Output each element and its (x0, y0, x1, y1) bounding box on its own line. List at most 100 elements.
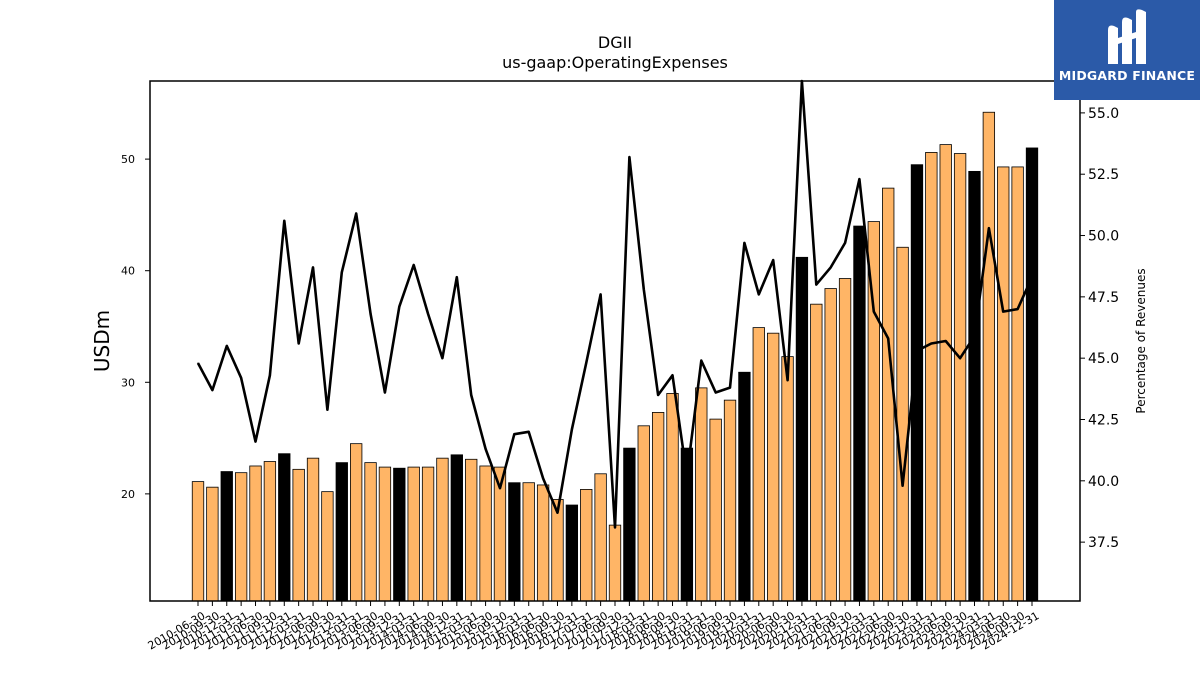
line-point-2021-12-31 (858, 178, 861, 180)
line-point-2015-03-31 (470, 394, 472, 396)
line-point-2014-06-30 (427, 313, 429, 315)
bar-2014-03-31 (407, 466, 420, 602)
line-point-2013-12-31 (398, 306, 400, 308)
midgard-finance-logo: MIDGARD FINANCE (1054, 0, 1200, 100)
chart-title: DGII (598, 33, 632, 52)
bar-2017-06-30 (594, 473, 607, 602)
line-point-2020-06-30 (772, 259, 774, 261)
bar-2018-03-31 (637, 425, 650, 602)
line-point-2012-09-30 (326, 409, 329, 411)
chart-subtitle: us-gaap:OperatingExpenses (502, 53, 728, 72)
bar-2018-06-30 (651, 412, 665, 602)
line-point-2019-12-31 (743, 242, 746, 244)
y-axis-label: USDm (90, 310, 114, 372)
y2-tick-label: 42.5 (1088, 412, 1119, 428)
bar-2024-09-30 (1011, 166, 1024, 602)
bar-2021-12-31 (853, 225, 866, 602)
bar-2010-06-30 (191, 481, 205, 602)
line-point-2011-09-30 (269, 374, 271, 376)
bar-2024-06-30 (997, 166, 1010, 602)
line-point-2024-06-30 (1002, 310, 1004, 313)
line-point-2017-03-31 (585, 362, 587, 364)
line-point-2021-03-31 (815, 283, 817, 286)
line-point-2017-06-30 (600, 293, 602, 295)
line-point-2010-12-31 (226, 345, 228, 347)
line-point-2013-06-30 (369, 313, 372, 315)
line-point-2024-09-30 (1017, 308, 1019, 310)
line-point-2011-03-31 (240, 377, 242, 379)
line-point-2014-09-30 (441, 357, 444, 359)
logo-text: MIDGARD FINANCE (1058, 68, 1196, 83)
x-axis: 2010-06-302010-09-302010-12-312011-03-31… (146, 601, 1042, 652)
bar-2024-03-31 (982, 111, 996, 602)
bar-2020-03-31 (752, 327, 765, 602)
line-point-2022-06-30 (887, 337, 889, 340)
line-point-2015-06-30 (484, 448, 487, 450)
line-series (196, 79, 1034, 529)
bar-2011-03-31 (234, 472, 248, 602)
line-point-2022-09-30 (901, 485, 904, 487)
line-point-2022-03-31 (873, 310, 875, 313)
bar-2011-12-31 (278, 453, 291, 602)
bar-2023-06-30 (939, 144, 952, 602)
bar-2024-12-31 (1025, 147, 1039, 602)
line-point-2018-12-31 (686, 475, 688, 477)
bar-2019-06-30 (709, 418, 722, 602)
bar-2012-09-30 (321, 491, 334, 602)
line-point-2019-03-31 (700, 360, 702, 362)
bar-2020-06-30 (767, 332, 780, 602)
line-point-2020-03-31 (758, 293, 760, 295)
line-point-2021-09-30 (844, 242, 846, 244)
line-point-2018-06-30 (657, 394, 659, 396)
y-tick-label: 50 (121, 153, 135, 166)
line-point-2016-06-30 (542, 477, 544, 479)
line-point-2017-12-31 (628, 156, 630, 158)
line-point-2018-03-31 (643, 288, 645, 291)
line-point-2012-12-31 (341, 271, 343, 273)
line-point-2023-03-31 (930, 342, 932, 345)
line-point-2012-06-30 (312, 266, 314, 269)
line-point-2024-12-31 (1031, 276, 1033, 278)
bar-2022-09-30 (896, 246, 909, 602)
line-point-2021-06-30 (830, 266, 832, 269)
bar-2020-12-31 (795, 256, 809, 602)
bar-2023-12-31 (968, 170, 981, 602)
bar-2017-12-31 (623, 447, 636, 602)
bar-2011-06-30 (249, 465, 262, 602)
bar-2014-09-30 (436, 457, 449, 602)
bar-2015-12-31 (508, 482, 521, 602)
bar-2019-09-30 (723, 399, 737, 602)
y-tick-label: 40 (121, 265, 135, 278)
line-point-2011-12-31 (283, 220, 285, 222)
midgard-finance-logo-icon (1108, 9, 1146, 65)
bar-2023-09-30 (953, 153, 967, 602)
bar-2018-09-30 (666, 393, 679, 602)
y-tick-label: 30 (121, 376, 135, 389)
line-point-2023-06-30 (945, 340, 947, 342)
bar-2021-09-30 (838, 278, 852, 602)
line-point-2013-09-30 (384, 391, 386, 394)
bar-2013-03-31 (350, 443, 363, 602)
bar-2019-03-31 (695, 387, 708, 602)
line-point-2015-09-30 (499, 487, 501, 489)
bar-2022-06-30 (882, 187, 895, 602)
line-point-2024-03-31 (988, 227, 990, 229)
bar-2015-03-31 (465, 458, 478, 602)
y2-tick-label: 52.5 (1088, 167, 1119, 183)
y2-axis-label: Percentage of Revenues (1134, 268, 1148, 413)
y-axis-right: 37.5 40.0 42.5 45.0 47.5 50.0 52.5 55.0 (1080, 106, 1119, 551)
bar-2012-12-31 (335, 462, 348, 602)
line-point-2016-09-30 (556, 512, 559, 514)
line-point-2014-03-31 (413, 264, 415, 266)
bar-2013-12-31 (393, 467, 406, 602)
line-point-2013-03-31 (355, 212, 357, 215)
bar-2017-09-30 (608, 524, 622, 602)
bar-2019-12-31 (738, 371, 751, 602)
bar-series (191, 111, 1039, 602)
bar-2012-03-31 (292, 468, 305, 602)
bar-2016-12-31 (565, 504, 579, 602)
bar-2010-12-31 (220, 471, 233, 602)
y2-tick-label: 45.0 (1088, 351, 1119, 367)
line-point-2018-09-30 (671, 374, 674, 376)
